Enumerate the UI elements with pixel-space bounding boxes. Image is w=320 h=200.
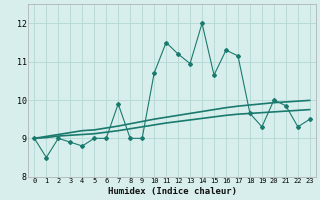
X-axis label: Humidex (Indice chaleur): Humidex (Indice chaleur) xyxy=(108,187,236,196)
